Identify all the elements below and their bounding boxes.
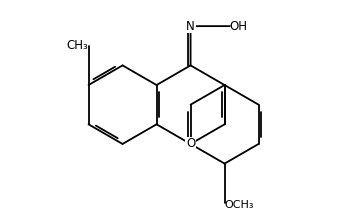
Text: O: O (186, 138, 195, 150)
Text: OH: OH (230, 20, 248, 33)
Text: OCH₃: OCH₃ (224, 200, 254, 210)
Text: N: N (186, 20, 195, 33)
Text: CH₃: CH₃ (67, 39, 88, 52)
